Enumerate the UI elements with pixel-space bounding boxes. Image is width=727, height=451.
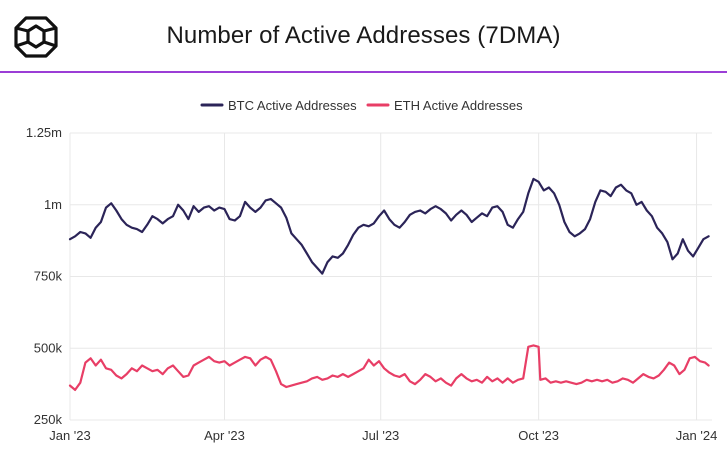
x-tick-label: Apr '23 — [204, 428, 245, 443]
cube-logo-icon — [14, 16, 58, 58]
grid — [69, 132, 712, 421]
legend-label-eth: ETH Active Addresses — [394, 98, 523, 113]
y-tick-label: 250k — [34, 412, 63, 427]
x-axis: Jan '23 Apr '23 Jul '23 Oct '23 Jan '24 — [49, 428, 717, 443]
x-tick-label: Oct '23 — [518, 428, 559, 443]
x-tick-label: Jul '23 — [362, 428, 399, 443]
series-line-eth — [68, 344, 710, 391]
x-tick-label: Jan '23 — [49, 428, 91, 443]
page-title: Number of Active Addresses (7DMA) — [166, 22, 561, 49]
legend-label-btc: BTC Active Addresses — [228, 98, 357, 113]
y-tick-label: 1.25m — [26, 125, 62, 140]
y-axis: 250k 500k 750k 1m 1.25m — [26, 125, 63, 427]
y-tick-label: 750k — [34, 269, 63, 284]
header-divider — [0, 71, 727, 73]
legend: BTC Active Addresses ETH Active Addresse… — [200, 98, 523, 113]
series-line-btc — [68, 177, 710, 275]
x-tick-label: Jan '24 — [676, 428, 718, 443]
chart-header: Number of Active Addresses (7DMA) — [0, 0, 727, 72]
line-chart: BTC Active Addresses ETH Active Addresse… — [26, 98, 717, 443]
series-group — [68, 177, 710, 391]
y-tick-label: 500k — [34, 340, 63, 355]
y-tick-label: 1m — [44, 197, 62, 212]
